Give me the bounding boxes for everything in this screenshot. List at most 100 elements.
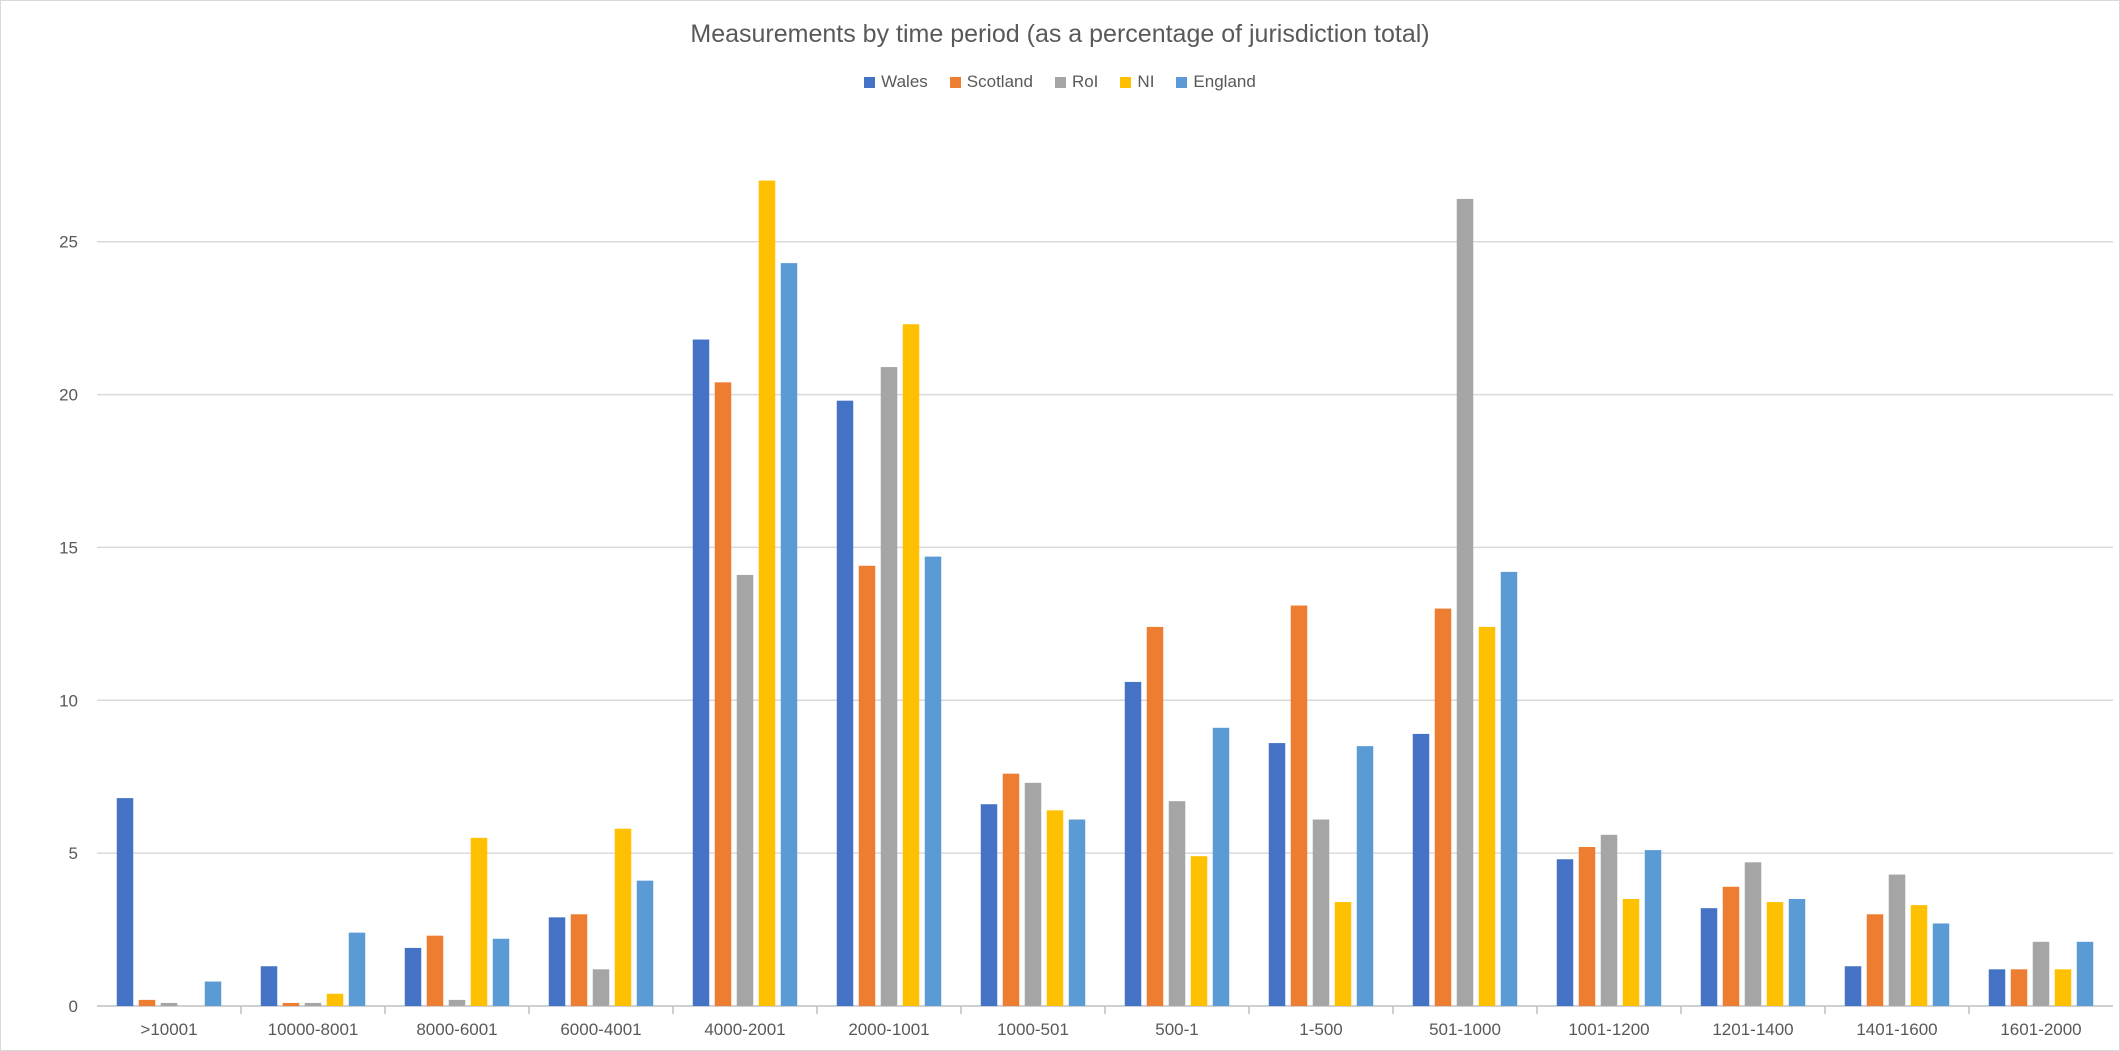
bar-england	[1932, 923, 1950, 1006]
bar-wales	[116, 798, 134, 1006]
legend-item: RoI	[1054, 72, 1099, 92]
legend-swatch	[1176, 76, 1188, 88]
legend-item: Scotland	[949, 72, 1033, 92]
y-tick-label: 20	[59, 386, 78, 405]
bar-wales	[260, 966, 278, 1006]
bar-scotland	[282, 1002, 300, 1006]
x-tick-label: 1001-1200	[1568, 1020, 1649, 1039]
x-tick-label: 1000-501	[997, 1020, 1069, 1039]
legend-swatch	[1120, 76, 1132, 88]
bar-ni	[902, 324, 920, 1006]
bar-roi	[160, 1002, 178, 1006]
bar-roi	[592, 969, 610, 1006]
bar-england	[1068, 819, 1086, 1006]
bar-england	[924, 556, 942, 1006]
legend: Wales Scotland RoI NI England	[0, 72, 2120, 92]
bar-roi	[448, 999, 466, 1006]
x-tick-label: 10000-8001	[268, 1020, 359, 1039]
bar-ni	[1190, 856, 1208, 1006]
x-tick-label: 1-500	[1299, 1020, 1342, 1039]
legend-label: England	[1193, 72, 1256, 91]
bar-wales	[692, 339, 710, 1006]
bar-england	[1788, 899, 1806, 1006]
bar-wales	[1412, 733, 1430, 1006]
bar-scotland	[1722, 886, 1740, 1006]
y-tick-label: 10	[59, 691, 78, 710]
bar-ni	[2054, 969, 2072, 1006]
x-tick-label: 1401-1600	[1856, 1020, 1937, 1039]
y-tick-label: 25	[59, 233, 78, 252]
bar-roi	[1888, 874, 1906, 1006]
y-tick-label: 0	[69, 997, 78, 1016]
legend-item: Wales	[864, 72, 928, 92]
bar-roi	[304, 1002, 322, 1006]
bar-england	[780, 263, 798, 1007]
legend-swatch	[949, 76, 961, 88]
x-tick-label: 1601-2000	[2000, 1020, 2081, 1039]
bar-scotland	[1434, 608, 1452, 1006]
bar-scotland	[1146, 626, 1164, 1006]
bar-roi	[880, 367, 898, 1006]
bar-roi	[1168, 801, 1186, 1006]
chart-title: Measurements by time period (as a percen…	[690, 20, 1430, 48]
bar-ni	[614, 828, 632, 1006]
bar-scotland	[426, 935, 444, 1006]
x-tick-label: 4000-2001	[704, 1020, 785, 1039]
bar-roi	[736, 574, 754, 1006]
bar-ni	[326, 993, 344, 1006]
y-tick-label: 5	[69, 844, 78, 863]
bar-scotland	[714, 382, 732, 1006]
legend-label: Scotland	[966, 72, 1033, 91]
bar-england	[1644, 850, 1662, 1006]
legend-item: England	[1176, 72, 1256, 92]
bar-scotland	[138, 999, 156, 1006]
bar-roi	[1312, 819, 1330, 1006]
bar-ni	[758, 180, 776, 1007]
bar-wales	[548, 917, 566, 1006]
y-tick-label: 15	[59, 538, 78, 557]
x-tick-label: 2000-1001	[848, 1020, 929, 1039]
bar-ni	[1766, 902, 1784, 1006]
bar-ni	[1334, 902, 1352, 1006]
x-tick-label: 6000-4001	[560, 1020, 641, 1039]
bar-roi	[1600, 834, 1618, 1006]
x-tick-label: >10001	[140, 1020, 197, 1039]
legend-swatch	[864, 76, 876, 88]
bar-wales	[404, 947, 422, 1006]
bar-england	[1356, 746, 1374, 1006]
bar-scotland	[858, 565, 876, 1006]
legend-label: RoI	[1071, 72, 1099, 91]
bar-scotland	[1866, 914, 1884, 1006]
x-tick-label: 1201-1400	[1712, 1020, 1793, 1039]
bar-wales	[1844, 966, 1862, 1006]
bar-ni	[1622, 899, 1640, 1006]
bar-wales	[1124, 681, 1142, 1006]
bar-roi	[1024, 782, 1042, 1006]
bar-scotland	[1578, 847, 1596, 1006]
bar-scotland	[570, 914, 588, 1006]
bar-wales	[1988, 969, 2006, 1006]
bar-england	[636, 880, 654, 1006]
bar-roi	[1456, 198, 1474, 1006]
x-tick-label: 8000-6001	[416, 1020, 497, 1039]
bar-england	[1500, 571, 1518, 1006]
legend-label: NI	[1137, 72, 1155, 91]
bar-wales	[1700, 908, 1718, 1006]
bar-england	[492, 938, 510, 1006]
bar-england	[2076, 941, 2094, 1006]
bar-wales	[1556, 859, 1574, 1006]
bar-roi	[1744, 862, 1762, 1006]
bar-scotland	[1002, 773, 1020, 1006]
bar-ni	[1478, 626, 1496, 1006]
bar-wales	[1268, 743, 1286, 1006]
bar-wales	[836, 400, 854, 1007]
x-tick-label: 500-1	[1155, 1020, 1198, 1039]
legend-swatch	[1054, 76, 1066, 88]
bar-england	[204, 981, 222, 1006]
bar-roi	[2032, 941, 2050, 1006]
bar-scotland	[1290, 605, 1308, 1006]
bar-wales	[980, 804, 998, 1006]
legend-label: Wales	[881, 72, 928, 91]
bar-ni	[1046, 810, 1064, 1006]
